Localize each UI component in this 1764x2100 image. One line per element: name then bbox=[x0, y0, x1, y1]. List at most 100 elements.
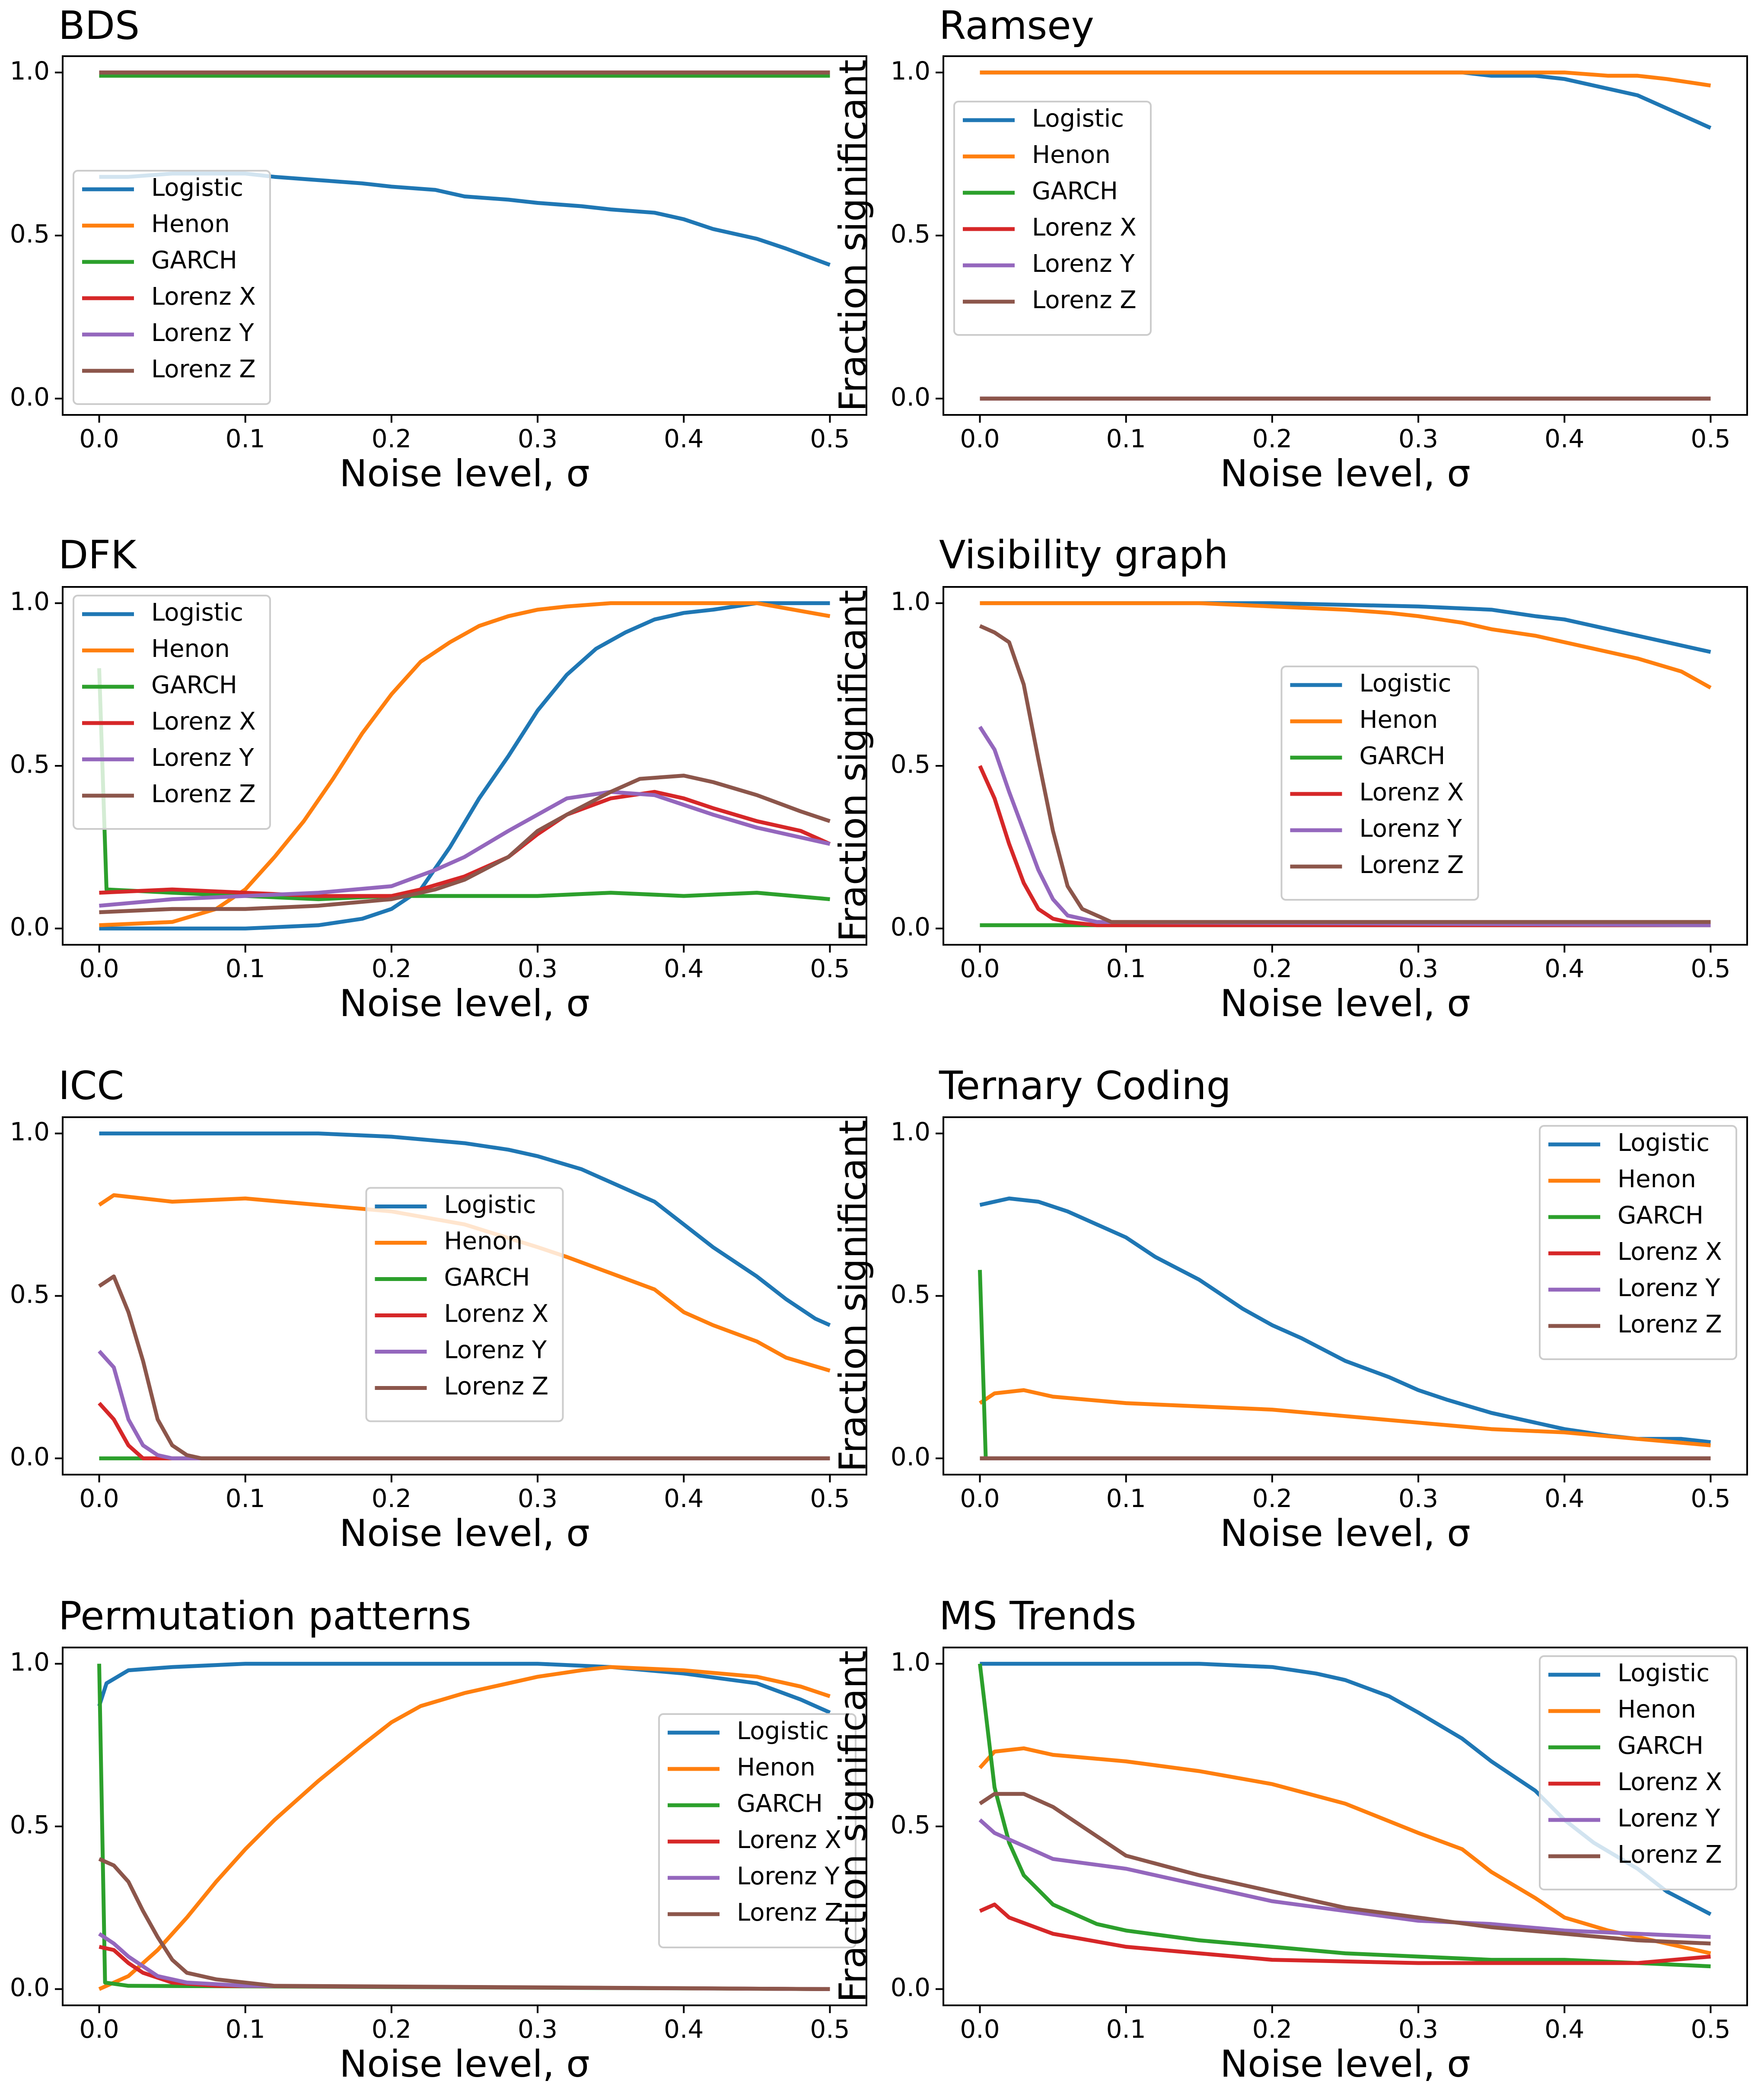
x-tick-label: 0.2 bbox=[1252, 2014, 1292, 2044]
x-tick-label: 0.4 bbox=[1544, 424, 1584, 453]
series-line-lorenz-z bbox=[979, 624, 1711, 924]
y-tick-label: 0.5 bbox=[10, 219, 50, 249]
x-tick-label: 0.0 bbox=[960, 954, 1000, 983]
legend-label: Lorenz Y bbox=[1360, 815, 1462, 843]
y-tick-label: 0.0 bbox=[891, 912, 930, 941]
x-tick-label: 0.1 bbox=[1106, 424, 1146, 453]
legend-label: GARCH bbox=[1618, 1732, 1704, 1760]
x-tick-label: 0.4 bbox=[664, 954, 704, 983]
y-tick-label: 0.0 bbox=[891, 1973, 930, 2002]
x-tick-label: 0.2 bbox=[1252, 954, 1292, 983]
series-line-lorenz-x bbox=[979, 1902, 1711, 1965]
legend-label: Lorenz X bbox=[737, 1826, 841, 1854]
legend-box bbox=[73, 595, 271, 830]
panel-dfk: DFK 0.0 0.1 0.2 0.3 0.4 0.5 0.0 0.5 1.0 Noise leve… bbox=[10, 532, 867, 1025]
x-axis-label: Noise level, σ bbox=[1220, 1512, 1471, 1555]
x-tick-label: 0.4 bbox=[664, 2014, 704, 2044]
x-tick-label: 0.2 bbox=[372, 1484, 411, 1513]
legend-label: Lorenz Z bbox=[1032, 286, 1137, 314]
series-line-garch bbox=[978, 1663, 1711, 1969]
y-tick-label: 0.5 bbox=[891, 219, 930, 249]
y-tick-label: 1.0 bbox=[10, 1647, 50, 1677]
panel-bds: BDS 0.0 0.1 0.2 0.3 0.4 0.5 0.0 0.5 1.0 Noise leve… bbox=[10, 3, 867, 495]
legend-label: Henon bbox=[737, 1753, 815, 1781]
y-tick-label: 1.0 bbox=[891, 56, 930, 86]
legend-label: GARCH bbox=[737, 1790, 823, 1818]
legend: Logistic Henon GARCH Lorenz X Lorenz Y Lorenz… bbox=[73, 170, 271, 405]
x-tick-label: 0.4 bbox=[1544, 1484, 1584, 1513]
legend: Logistic Henon GARCH Lorenz X Lorenz Y Lorenz… bbox=[1539, 1125, 1737, 1360]
series-line-lorenz-z bbox=[979, 1792, 1711, 1946]
x-tick-label: 0.3 bbox=[518, 424, 557, 453]
legend-box bbox=[365, 1187, 564, 1422]
series-line-logistic bbox=[99, 601, 830, 931]
y-axis-label: Fraction significant bbox=[831, 60, 875, 412]
series-group bbox=[978, 1662, 1712, 1969]
legend-label: Henon bbox=[1360, 706, 1438, 734]
y-tick-label: 0.5 bbox=[10, 749, 50, 779]
x-tick-label: 0.5 bbox=[1691, 1484, 1730, 1513]
chart-title: Visibility graph bbox=[939, 532, 1228, 578]
legend-label: Lorenz Y bbox=[151, 744, 254, 772]
x-axis-label: Noise level, σ bbox=[1220, 2043, 1471, 2086]
x-tick-label: 0.4 bbox=[1544, 954, 1584, 983]
legend-label: Henon bbox=[1618, 1695, 1696, 1724]
y-tick-label: 1.0 bbox=[891, 587, 930, 616]
series-line-lorenz-y bbox=[98, 1932, 830, 1991]
legend-label: Logistic bbox=[1032, 105, 1124, 133]
y-tick-label: 0.0 bbox=[891, 1442, 930, 1472]
series-line-lorenz-y bbox=[98, 1350, 830, 1460]
x-tick-label: 0.4 bbox=[664, 1484, 704, 1513]
legend-label: Lorenz Z bbox=[444, 1373, 549, 1401]
legend-label: Henon bbox=[151, 210, 230, 238]
y-tick-label: 0.0 bbox=[10, 1442, 50, 1472]
y-tick-label: 0.5 bbox=[10, 1810, 50, 1839]
series-group bbox=[99, 70, 831, 267]
x-tick-label: 0.1 bbox=[1106, 1484, 1146, 1513]
chart-title: MS Trends bbox=[939, 1593, 1137, 1639]
legend-box bbox=[73, 170, 271, 405]
x-axis-label: Noise level, σ bbox=[1220, 982, 1471, 1025]
panel-visibility-graph: Visibility graph 0.0 0.1 0.2 0.3 0.4 0.5 0.0 0.5… bbox=[831, 532, 1748, 1025]
y-tick-label: 0.0 bbox=[10, 1973, 50, 2002]
legend-label: Lorenz X bbox=[1618, 1238, 1722, 1266]
chart-title: ICC bbox=[58, 1063, 124, 1109]
y-tick-label: 0.5 bbox=[891, 1810, 930, 1839]
x-tick-label: 0.5 bbox=[1691, 424, 1730, 453]
x-tick-label: 0.1 bbox=[1106, 954, 1146, 983]
x-tick-label: 0.0 bbox=[960, 1484, 1000, 1513]
legend-label: Henon bbox=[151, 635, 230, 663]
x-tick-label: 0.3 bbox=[518, 954, 557, 983]
x-tick-label: 0.5 bbox=[1691, 954, 1730, 983]
chart-title: Ramsey bbox=[939, 3, 1094, 48]
series-group bbox=[97, 601, 831, 931]
y-axis-label: Fraction significant bbox=[831, 590, 875, 942]
legend-label: Lorenz Y bbox=[151, 319, 254, 347]
x-tick-label: 0.1 bbox=[226, 424, 265, 453]
panel-ms-trends: MS Trends 0.0 0.1 0.2 0.3 0.4 0.5 0.0 0.5 1.0 Nois… bbox=[831, 1593, 1748, 2086]
chart-title: DFK bbox=[58, 532, 137, 578]
legend-label: Lorenz Y bbox=[1618, 1274, 1720, 1302]
legend-box bbox=[953, 101, 1152, 336]
y-tick-label: 1.0 bbox=[891, 1647, 930, 1677]
series-line-lorenz-x bbox=[978, 765, 1711, 927]
y-tick-label: 0.5 bbox=[891, 749, 930, 779]
legend-box bbox=[658, 1713, 857, 1948]
series-line-lorenz-z bbox=[98, 1274, 830, 1460]
panel-ramsey: Ramsey 0.0 0.1 0.2 0.3 0.4 0.5 0.0 0.5 1.0 Noise l… bbox=[831, 3, 1748, 495]
x-tick-label: 0.2 bbox=[372, 954, 411, 983]
x-axis-label: Noise level, σ bbox=[339, 1512, 590, 1555]
legend: Logistic Henon GARCH Lorenz X Lorenz Y Lorenz… bbox=[1280, 666, 1479, 901]
x-tick-label: 0.1 bbox=[226, 1484, 265, 1513]
y-tick-label: 0.5 bbox=[891, 1280, 930, 1309]
x-tick-label: 0.1 bbox=[226, 2014, 265, 2044]
x-tick-label: 0.3 bbox=[1398, 424, 1438, 453]
x-axis-label: Noise level, σ bbox=[339, 2043, 590, 2086]
x-tick-label: 0.5 bbox=[810, 2014, 850, 2044]
y-tick-label: 0.5 bbox=[10, 1280, 50, 1309]
series-line-garch bbox=[97, 668, 830, 902]
series-line-henon bbox=[98, 1665, 831, 1991]
legend-label: Lorenz Y bbox=[1032, 250, 1135, 278]
legend: Logistic Henon GARCH Lorenz X Lorenz Y Lorenz… bbox=[1539, 1655, 1737, 1890]
legend-label: Logistic bbox=[444, 1191, 536, 1219]
